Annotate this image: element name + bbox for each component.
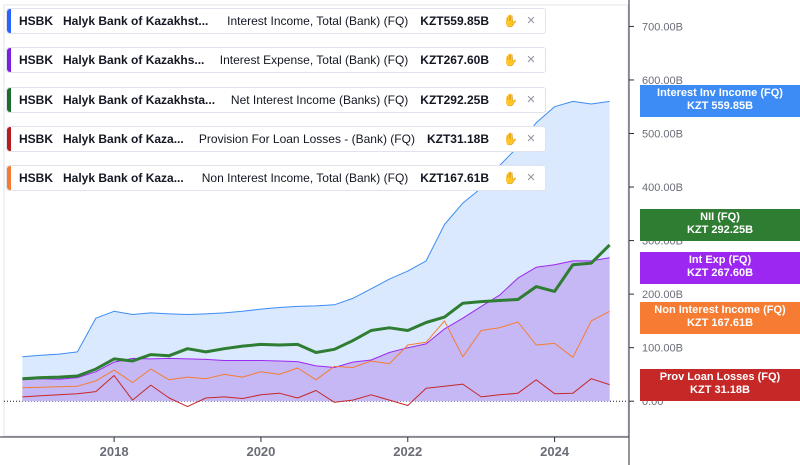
price-label-value: KZT 31.18B: [690, 383, 750, 396]
x-tick-label: 2018: [100, 444, 129, 459]
x-tick-label: 2020: [246, 444, 275, 459]
legend-metric: Provision For Loan Losses - (Bank) (FQ): [198, 132, 415, 146]
legend-company: Halyk Bank of Kazakhst...: [63, 14, 209, 28]
legend-metric: Interest Income, Total (Bank) (FQ): [227, 14, 409, 28]
legend-color-swatch: [7, 166, 11, 190]
legend-value: KZT267.60B: [420, 53, 489, 67]
price-label: Non Interest Income (FQ) KZT 167.61B: [640, 302, 800, 335]
legend-color-swatch: [7, 127, 11, 151]
price-label: Prov Loan Losses (FQ) KZT 31.18B: [640, 368, 800, 401]
legend-metric: Interest Expense, Total (Bank) (FQ): [219, 53, 409, 67]
legend-ticker: HSBK: [19, 14, 54, 28]
close-icon[interactable]: ×: [526, 169, 536, 186]
y-tick-label: 700.00B: [642, 21, 683, 33]
legend-ticker: HSBK: [19, 93, 54, 107]
legend-row[interactable]: HSBK Halyk Bank of Kazakhst... Interest In…: [6, 8, 546, 34]
x-tick-label: 2024: [540, 444, 570, 459]
price-label-value: KZT 167.61B: [686, 317, 754, 330]
legend-company: Halyk Bank of Kaza...: [63, 132, 184, 146]
y-tick-label: 400.00B: [642, 182, 683, 194]
legend-ticker: HSBK: [19, 132, 54, 146]
legend-company: Halyk Bank of Kaza...: [63, 171, 184, 185]
drag-hand-icon[interactable]: ✋: [503, 53, 518, 67]
legend-value: KZT167.61B: [420, 171, 489, 185]
legend-row[interactable]: HSBK Halyk Bank of Kaza... Provision For L…: [6, 126, 546, 152]
price-label-value: KZT 559.85B: [686, 100, 754, 113]
price-label: Int Exp (FQ) KZT 267.60B: [640, 252, 800, 285]
legend-row[interactable]: HSBK Halyk Bank of Kazakhs... Interest Exp…: [6, 47, 546, 73]
y-tick-label: 100.00B: [642, 343, 683, 355]
drag-hand-icon[interactable]: ✋: [503, 171, 518, 185]
legend-metric: Non Interest Income, Total (Bank) (FQ): [201, 171, 409, 185]
price-label-name: Prov Loan Losses (FQ): [659, 370, 781, 383]
price-label: Interest Inv Income (FQ) KZT 559.85B: [640, 85, 800, 118]
price-label: NII (FQ) KZT 292.25B: [640, 208, 800, 241]
legend-row[interactable]: HSBK Halyk Bank of Kaza... Non Interest In…: [6, 165, 546, 191]
legend-value: KZT31.18B: [426, 132, 489, 146]
close-icon[interactable]: ×: [526, 130, 536, 147]
y-tick-label: 500.00B: [642, 128, 683, 140]
drag-hand-icon[interactable]: ✋: [503, 14, 518, 28]
legend-company: Halyk Bank of Kazakhs...: [63, 53, 205, 67]
price-label-name: Int Exp (FQ): [688, 254, 752, 267]
legend-color-swatch: [7, 9, 11, 33]
y-tick-label: 200.00B: [642, 289, 683, 301]
price-label-name: NII (FQ): [700, 210, 740, 223]
drag-hand-icon[interactable]: ✋: [503, 93, 518, 107]
price-label-name: Non Interest Income (FQ): [654, 304, 786, 317]
legend-row[interactable]: HSBK Halyk Bank of Kazakhsta... Net Intere…: [6, 87, 546, 113]
legend-ticker: HSBK: [19, 171, 54, 185]
close-icon[interactable]: ×: [526, 12, 536, 29]
x-tick-label: 2022: [393, 444, 422, 459]
legend-color-swatch: [7, 48, 11, 72]
close-icon[interactable]: ×: [526, 91, 536, 108]
series-area-1: [22, 257, 610, 402]
drag-hand-icon[interactable]: ✋: [503, 132, 518, 146]
plot-frame: [3, 4, 629, 437]
legend-ticker: HSBK: [19, 53, 54, 67]
legend-metric: Net Interest Income (Banks) (FQ): [230, 93, 409, 107]
close-icon[interactable]: ×: [526, 51, 536, 68]
price-label-value: KZT 292.25B: [686, 223, 754, 236]
price-label-value: KZT 267.60B: [686, 267, 754, 280]
legend-company: Halyk Bank of Kazakhsta...: [63, 93, 216, 107]
y-tick-label: 600.00B: [642, 75, 683, 87]
price-label-name: Interest Inv Income (FQ): [657, 87, 783, 100]
legend-value: KZT559.85B: [420, 14, 489, 28]
legend-value: KZT292.25B: [420, 93, 489, 107]
legend-color-swatch: [7, 88, 11, 112]
